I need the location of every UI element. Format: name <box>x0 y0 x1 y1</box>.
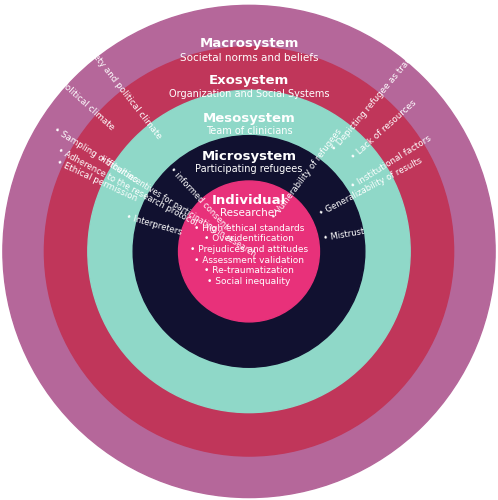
Text: Exosystem: Exosystem <box>209 74 289 87</box>
Text: • Generalizability of results: • Generalizability of results <box>318 156 424 218</box>
Text: Macrosystem: Macrosystem <box>199 38 299 51</box>
Text: • Social inequality: • Social inequality <box>207 277 291 286</box>
Text: • Overidentification: • Overidentification <box>204 234 294 244</box>
Text: Mesosystem: Mesosystem <box>203 112 295 125</box>
Text: • Adherence to the research protocol: • Adherence to the research protocol <box>56 146 199 228</box>
Circle shape <box>44 47 454 456</box>
Text: • other incentives for participating in research: • other incentives for participating in … <box>98 155 257 259</box>
Text: Team of clinicians: Team of clinicians <box>206 126 292 136</box>
Text: • Political climate: • Political climate <box>52 74 116 132</box>
Text: • Depicting refugee as traumatized victim: • Depicting refugee as traumatized victi… <box>330 6 456 154</box>
Text: • Re-traumatization: • Re-traumatization <box>204 266 294 276</box>
Text: Researcher: Researcher <box>220 208 278 218</box>
Text: • Lack of resources: • Lack of resources <box>350 98 418 162</box>
Text: • Ethical permission: • Ethical permission <box>55 158 138 203</box>
Text: • Vulnerability of refugees: • Vulnerability of refugees <box>270 128 344 222</box>
Text: • Society and political climate: • Society and political climate <box>75 31 163 140</box>
Text: • Sampling difficulties: • Sampling difficulties <box>51 126 139 185</box>
Text: • High ethical standards: • High ethical standards <box>194 224 304 233</box>
Circle shape <box>179 181 319 322</box>
Text: Participating refugees: Participating refugees <box>195 164 303 174</box>
Circle shape <box>3 6 495 498</box>
Text: • Institutional factors: • Institutional factors <box>350 134 433 191</box>
Text: • Assessment validation: • Assessment validation <box>194 256 304 264</box>
Circle shape <box>133 136 365 368</box>
Text: Organization and Social Systems: Organization and Social Systems <box>169 89 329 99</box>
Text: • Interpreters: • Interpreters <box>125 212 183 236</box>
Text: Societal norms and beliefs: Societal norms and beliefs <box>180 54 318 64</box>
Text: • Mistrust: • Mistrust <box>323 226 365 242</box>
Text: • Prejudices and attitudes: • Prejudices and attitudes <box>190 245 308 254</box>
Text: Individual: Individual <box>212 194 286 207</box>
Text: • informed consent: • informed consent <box>168 165 230 230</box>
Circle shape <box>88 90 410 412</box>
Text: Microsystem: Microsystem <box>202 150 296 164</box>
